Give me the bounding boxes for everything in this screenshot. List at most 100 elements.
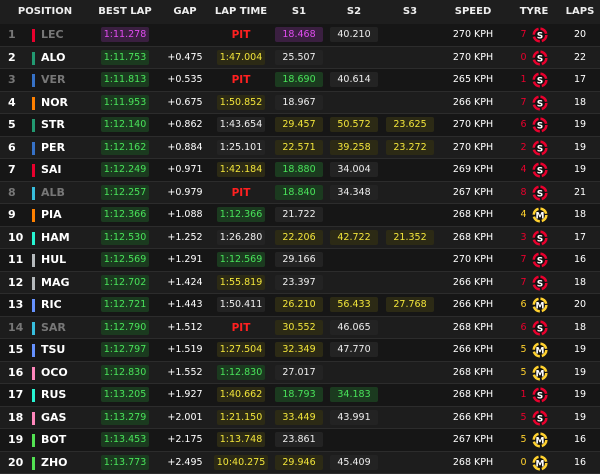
tyre-age: 0	[520, 51, 527, 63]
team-color-bar	[32, 74, 35, 87]
sector-2	[326, 272, 382, 294]
best-lap: 1:12.702	[90, 272, 160, 294]
driver-row: 9 PIA 1:12.366 +1.088 1:12.366 21.722 268 KPH 4…	[0, 204, 600, 227]
tyre-age: 7	[520, 96, 527, 108]
gap: +1.252	[160, 227, 210, 249]
lap-time: PIT	[210, 317, 272, 339]
tyre-icon: M	[531, 454, 548, 471]
driver-code: HUL	[41, 253, 67, 266]
sector-2-value: 39.258	[330, 139, 378, 155]
driver-row: 10 HAM 1:12.530 +1.252 1:26.280 22.206 42.722 2…	[0, 226, 600, 249]
sector-3	[382, 159, 438, 181]
best-lap: 1:13.453	[90, 429, 160, 451]
laps-value: 19	[573, 141, 587, 153]
speed: 268 KPH	[438, 452, 508, 474]
sector-2-value: 47.770	[330, 342, 378, 357]
position: 8	[8, 185, 16, 199]
tyre-ring	[531, 342, 548, 358]
speed: 270 KPH	[438, 249, 508, 271]
driver-code: STR	[41, 118, 65, 131]
gap-value: +1.443	[167, 299, 203, 310]
lap-time: PIT	[210, 182, 272, 204]
best-lap-value: 1:12.702	[100, 274, 150, 290]
best-lap: 1:12.162	[90, 137, 160, 159]
speed: 267 KPH	[438, 429, 508, 451]
sector-1-value: 32.349	[275, 342, 323, 357]
team-color-bar	[32, 186, 35, 200]
team-color-bar	[32, 96, 35, 110]
sector-1: 18.967	[272, 92, 326, 114]
team-color-bar	[32, 344, 35, 357]
speed-value: 267 KPH	[452, 434, 494, 445]
driver-row: 5 STR 1:12.140 +0.862 1:43.654 29.457 50.572 23…	[0, 114, 600, 137]
lap-time: PIT	[210, 24, 272, 46]
sector-2-value: 40.210	[330, 27, 378, 42]
tyre-icon: M	[531, 364, 548, 381]
gap: +0.675	[160, 92, 210, 114]
sector-2-value: 42.722	[330, 229, 378, 245]
sector-2: 45.409	[326, 452, 382, 474]
speed: 266 KPH	[438, 339, 508, 361]
driver-row: 11 HUL 1:12.569 +1.291 1:12.569 29.166 270 KPH…	[0, 249, 600, 272]
position: 3	[8, 73, 16, 86]
lap-time: 1:42.184	[210, 159, 272, 181]
sector-1: 32.349	[272, 339, 326, 361]
sector-1: 33.449	[272, 407, 326, 429]
sector-1: 18.468	[272, 24, 326, 46]
gap-value: +2.175	[167, 434, 203, 445]
tyre-icon: M	[531, 342, 548, 358]
sector-2-value: 34.004	[330, 162, 378, 177]
sector-3	[382, 407, 438, 429]
sector-2: 40.210	[326, 24, 382, 46]
speed-value: 266 KPH	[452, 344, 494, 355]
lap-time: 1:27.504	[210, 339, 272, 361]
tyre-ring	[531, 184, 548, 201]
speed-value: 268 KPH	[452, 389, 494, 400]
sector-3: 23.272	[382, 137, 438, 159]
sector-3: 27.768	[382, 294, 438, 316]
driver-row: 4 NOR 1:11.953 +0.675 1:50.852 18.967 266 KPH 7…	[0, 91, 600, 114]
position: 14	[8, 320, 24, 334]
sector-2-value: 56.433	[330, 297, 378, 312]
laps-value: 18	[573, 276, 587, 288]
best-lap-value: 1:13.279	[100, 409, 150, 425]
lap-time-value: 1:42.184	[216, 162, 266, 177]
driver-row: 8 ALB 1:12.257 +0.979 PIT 18.840 34.348 267 KPH…	[0, 181, 600, 204]
sector-3	[382, 362, 438, 384]
best-lap-value: 1:12.257	[100, 184, 150, 200]
speed-value: 266 KPH	[452, 299, 494, 310]
gap: +0.862	[160, 114, 210, 136]
tyre-icon: S	[531, 72, 548, 88]
best-lap: 1:11.278	[90, 24, 160, 46]
speed-value: 270 KPH	[452, 29, 494, 40]
laps-value: 20	[573, 29, 587, 40]
driver-row: 14 SAR 1:12.790 +1.512 PIT 30.552 46.065 268 KP…	[0, 316, 600, 339]
tyre-icon: S	[531, 229, 548, 246]
driver-code: PIA	[41, 208, 62, 221]
sector-2-value: 45.409	[330, 454, 378, 470]
best-lap: 1:12.140	[90, 114, 160, 136]
driver-row: 6 PER 1:12.162 +0.884 1:25.101 22.571 39.258 23…	[0, 136, 600, 159]
lap-time: 1:25.101	[210, 137, 272, 159]
sector-1: 18.793	[272, 384, 326, 406]
gap-value: +1.552	[167, 366, 203, 378]
gap-value: +0.675	[167, 96, 203, 108]
tyre-ring	[531, 274, 548, 291]
sector-2-value: 50.572	[330, 117, 378, 132]
best-lap: 1:12.249	[90, 159, 160, 181]
gap	[160, 24, 210, 46]
lap-time: 1:55.819	[210, 272, 272, 294]
best-lap: 1:13.773	[90, 452, 160, 474]
gap: +0.971	[160, 159, 210, 181]
speed: 270 KPH	[438, 114, 508, 136]
column-header: LAP TIME	[214, 6, 268, 17]
sector-2	[326, 204, 382, 226]
tyre-compound: S	[536, 167, 542, 177]
position: 5	[8, 118, 16, 131]
